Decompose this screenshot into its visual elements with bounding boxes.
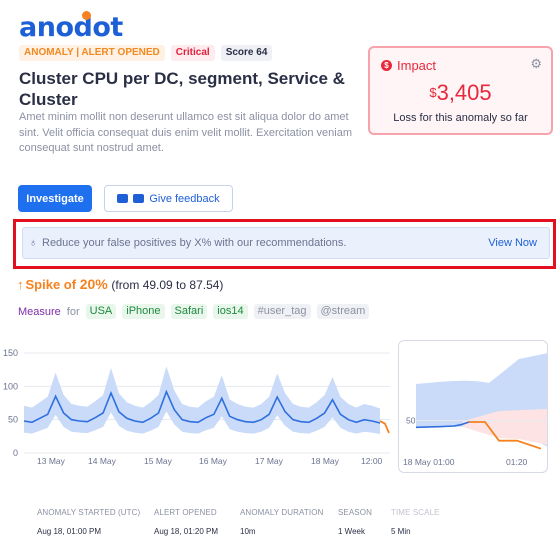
tag-safari[interactable]: Safari (170, 304, 208, 319)
anomaly-line (469, 421, 542, 450)
x-tick-label: 18 May (311, 456, 340, 466)
meta-label-alert-opened: ALERT OPENED (154, 508, 217, 517)
series-line (415, 421, 470, 429)
impact-icon: $ (381, 60, 392, 71)
score-badge: Score 64 (220, 45, 273, 61)
measure-label: Measure (18, 305, 61, 318)
impact-caption: Loss for this anomaly so far (393, 112, 528, 124)
meta-value-alert-opened: Aug 18, 01:20 PM (154, 527, 219, 536)
impact-value: 3,405 (436, 80, 492, 105)
tag-stream[interactable]: @stream (316, 304, 370, 319)
tag-user-tag[interactable]: #user_tag (253, 304, 311, 319)
x-tick-label: 13 May (37, 456, 66, 466)
x-tick-label: 16 May (199, 456, 228, 466)
meta-label-season: SEASON (338, 508, 372, 517)
loss-band (463, 409, 547, 445)
x-tick-label: 12:00 (361, 456, 383, 466)
meta-alert-opened: ALERT OPENED Aug 18, 01:20 PM (154, 508, 240, 536)
for-label: for (66, 305, 80, 318)
spike-percent: 20% (79, 276, 108, 292)
zoom-metric-chart: 50 18 May 01:00 01:20 (403, 353, 547, 467)
meta-value-season: 1 Week (338, 527, 365, 536)
y-tick-label: 0 (13, 448, 18, 458)
impact-currency: $ (429, 85, 437, 100)
meta-label-time-scale: TIME SCALE (391, 508, 440, 517)
y-tick-label: 100 (3, 381, 18, 391)
badge-icon: ♁ (29, 237, 38, 249)
spike-prefix: Spike of (25, 277, 77, 292)
meta-started: ANOMALY STARTED (UTC) Aug 18, 01:00 PM (37, 508, 154, 536)
y-tick-label: 50 (8, 415, 18, 425)
series-line (23, 389, 381, 424)
tag-usa[interactable]: USA (85, 304, 117, 319)
status-badge: ANOMALY | ALERT OPENED (19, 45, 165, 61)
logo-text: anodot (19, 12, 123, 43)
meta-value-duration: 10m (240, 527, 256, 536)
confidence-band (24, 366, 380, 435)
meta-season: SEASON 1 Week (338, 508, 391, 536)
meta-value-started: Aug 18, 01:00 PM (37, 527, 102, 536)
meta-label-duration: ANOMALY DURATION (240, 508, 324, 517)
severity-badge: Critical (170, 45, 215, 61)
x-tick-label: 15 May (144, 456, 173, 466)
x-tick-label: 18 May 01:00 (403, 457, 455, 467)
anomaly-line (379, 420, 390, 434)
impact-label: Impact (397, 58, 437, 73)
dimension-tags: Measure for USA iPhone Safari ios14 #use… (18, 304, 370, 319)
logo-dot (82, 11, 91, 20)
view-now-link[interactable]: View Now (488, 237, 537, 249)
impact-amount: $3,405 (370, 80, 551, 106)
main-metric-chart[interactable]: 150 100 50 0 13 May 14 May 15 May 16 May 17 May 1… (0, 340, 395, 470)
x-tick-label: 17 May (255, 456, 284, 466)
alert-description: Amet minim mollit non deserunt ullamco e… (19, 111, 353, 154)
meta-value-time-scale: 5 Min (391, 527, 411, 536)
alert-badges: ANOMALY | ALERT OPENED Critical Score 64 (19, 45, 273, 61)
meta-time-scale: TIME SCALE 5 Min (391, 508, 451, 536)
meta-duration: ANOMALY DURATION 10m (240, 508, 338, 536)
y-tick-label: 50 (406, 416, 416, 426)
give-feedback-button[interactable]: Give feedback (104, 185, 233, 212)
thumbs-down-icon (133, 194, 145, 203)
thumbs-up-icon (117, 194, 129, 203)
give-feedback-label: Give feedback (149, 192, 220, 205)
x-tick-label: 01:20 (506, 457, 528, 467)
tag-iphone[interactable]: iPhone (122, 304, 165, 319)
impact-header: $ Impact (381, 58, 436, 73)
recommendation-text: Reduce your false positives by X% with o… (42, 237, 347, 249)
gear-icon[interactable]: ⚙ (530, 56, 542, 71)
investigate-button[interactable]: Investigate (18, 185, 92, 212)
zoom-chart-card[interactable]: 50 18 May 01:00 01:20 (398, 340, 548, 473)
x-tick-label: 14 May (88, 456, 117, 466)
spike-range: (from 49.09 to 87.54) (111, 278, 224, 292)
anomaly-metadata: ANOMALY STARTED (UTC) Aug 18, 01:00 PM A… (37, 508, 451, 536)
y-tick-label: 150 (3, 348, 18, 358)
impact-card: $ Impact ⚙ $3,405 Loss for this anomaly … (368, 46, 553, 135)
alert-title: Cluster CPU per DC, segment, Service & C… (19, 69, 345, 109)
recommendation-highlight (13, 219, 556, 269)
tag-ios14[interactable]: ios14 (213, 304, 248, 319)
recommendation-banner: ♁ Reduce your false positives by X% with… (22, 227, 550, 259)
arrow-up-icon: ↑ (17, 277, 24, 292)
spike-summary: ↑ Spike of 20% (from 49.09 to 87.54) (17, 276, 223, 292)
meta-label-started: ANOMALY STARTED (UTC) (37, 508, 141, 517)
